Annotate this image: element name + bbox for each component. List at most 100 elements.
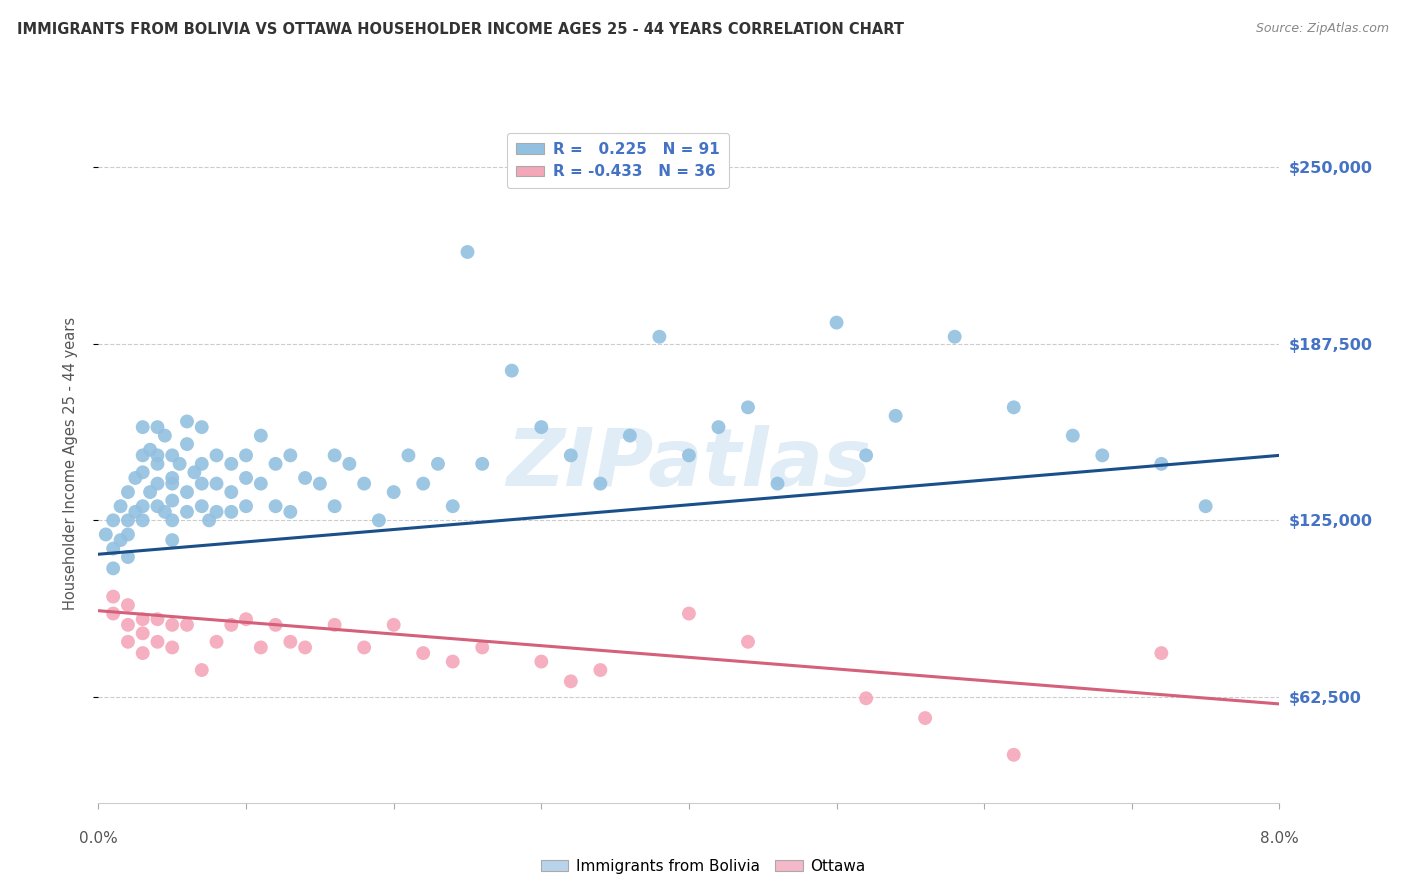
Point [589, 663, 612, 677]
Point [323, 617, 346, 632]
Point [162, 476, 183, 491]
Point [855, 691, 877, 706]
Point [162, 471, 183, 485]
Point [146, 449, 169, 463]
Point [337, 457, 360, 471]
Point [560, 674, 582, 689]
Point [353, 640, 375, 655]
Point [1150, 646, 1173, 660]
Point [183, 466, 205, 480]
Point [117, 598, 139, 612]
Point [648, 330, 671, 344]
Point [132, 513, 155, 527]
Point [501, 364, 523, 378]
Point [471, 640, 494, 655]
Point [264, 617, 287, 632]
Point [219, 505, 242, 519]
Point [146, 420, 169, 434]
Point [219, 617, 242, 632]
Point [176, 505, 198, 519]
Point [124, 505, 146, 519]
Point [278, 505, 302, 519]
Point [132, 420, 155, 434]
Point [219, 485, 242, 500]
Point [205, 505, 228, 519]
Point [382, 617, 405, 632]
Point [589, 476, 612, 491]
Point [132, 612, 155, 626]
Point [162, 513, 183, 527]
Point [707, 420, 730, 434]
Point [198, 513, 221, 527]
Point [103, 590, 125, 604]
Point [139, 485, 162, 500]
Point [250, 640, 273, 655]
Point [678, 607, 700, 621]
Point [1150, 457, 1173, 471]
Point [1002, 747, 1025, 762]
Point [219, 457, 242, 471]
Point [162, 617, 183, 632]
Point [1091, 449, 1114, 463]
Point [235, 500, 257, 514]
Point [382, 485, 405, 500]
Point [146, 457, 169, 471]
Point [153, 505, 176, 519]
Point [737, 401, 759, 415]
Point [146, 500, 169, 514]
Point [162, 640, 183, 655]
Point [176, 414, 198, 429]
Point [426, 457, 449, 471]
Point [162, 449, 183, 463]
Point [294, 471, 316, 485]
Point [943, 330, 966, 344]
Point [205, 635, 228, 649]
Point [323, 449, 346, 463]
Point [353, 476, 375, 491]
Point [117, 527, 139, 541]
Point [235, 612, 257, 626]
Point [205, 449, 228, 463]
Point [162, 533, 183, 547]
Point [132, 466, 155, 480]
Point [441, 500, 464, 514]
Point [308, 476, 332, 491]
Point [103, 541, 125, 556]
Text: 0.0%: 0.0% [79, 831, 118, 846]
Point [1194, 500, 1216, 514]
Text: 8.0%: 8.0% [1260, 831, 1299, 846]
Point [146, 612, 169, 626]
Legend: Immigrants from Bolivia, Ottawa: Immigrants from Bolivia, Ottawa [534, 853, 872, 880]
Point [678, 449, 700, 463]
Point [825, 316, 848, 330]
Point [176, 485, 198, 500]
Point [530, 655, 553, 669]
Point [117, 635, 139, 649]
Point [132, 500, 155, 514]
Point [855, 449, 877, 463]
Point [153, 428, 176, 442]
Point [250, 476, 273, 491]
Point [110, 500, 132, 514]
Point [278, 449, 302, 463]
Point [264, 457, 287, 471]
Point [191, 663, 214, 677]
Point [412, 646, 434, 660]
Point [191, 457, 214, 471]
Point [441, 655, 464, 669]
Point [471, 457, 494, 471]
Point [323, 500, 346, 514]
Point [884, 409, 907, 423]
Point [176, 437, 198, 451]
Text: ZIPatlas: ZIPatlas [506, 425, 872, 503]
Point [264, 500, 287, 514]
Point [278, 635, 302, 649]
Point [103, 561, 125, 575]
Point [117, 485, 139, 500]
Point [117, 513, 139, 527]
Point [235, 449, 257, 463]
Point [530, 420, 553, 434]
Point [191, 420, 214, 434]
Point [914, 711, 936, 725]
Point [456, 244, 478, 259]
